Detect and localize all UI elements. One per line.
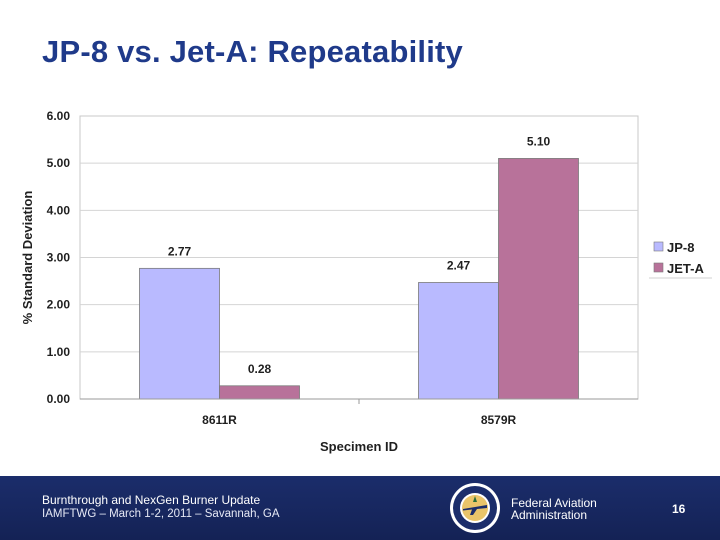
footer-subtitle: IAMFTWG – March 1-2, 2011 – Savannah, GA (42, 508, 280, 520)
agency-line-2: Administration (511, 508, 588, 522)
legend-label: JP-8 (667, 240, 694, 255)
y-tick-label: 5.00 (47, 156, 71, 170)
bar-jp-8-8611r (139, 267, 220, 400)
data-label: 2.77 (168, 244, 192, 258)
data-label: 5.10 (527, 134, 551, 148)
agency-line-1: Federal Aviation (511, 496, 597, 510)
agency-name: Federal Aviation Administration (511, 497, 597, 521)
data-label: 2.47 (447, 258, 471, 272)
footer-title: Burnthrough and NexGen Burner Update (42, 493, 261, 507)
bar-jp-8-8579r (418, 282, 499, 400)
y-tick-label: 2.00 (47, 298, 71, 312)
bar-jet-a-8611r (219, 385, 300, 400)
x-tick-label: 8611R (202, 413, 237, 427)
bar-chart: 0.00 1.00 2.00 3.00 4.00 5.00 6.00 % Standard D… (20, 109, 712, 454)
y-tick-label: 0.00 (47, 392, 71, 406)
slide-title: JP-8 vs. Jet-A: Repeatability (42, 34, 464, 69)
legend-swatch-jp-8 (653, 241, 664, 252)
y-tick-label: 6.00 (47, 109, 71, 123)
y-tick-label: 4.00 (47, 203, 71, 217)
footer-bar: Burnthrough and NexGen Burner Update IAM… (0, 476, 720, 540)
page-number: 16 (672, 502, 686, 516)
x-axis-title: Specimen ID (320, 439, 398, 454)
data-label: 0.28 (248, 362, 272, 376)
x-tick-label: 8579R (481, 413, 517, 427)
bar-jet-a-8579r (498, 158, 579, 400)
y-tick-label: 3.00 (47, 251, 71, 265)
y-axis-title: % Standard Deviation (20, 191, 35, 325)
y-tick-label: 1.00 (47, 345, 71, 359)
faa-seal-icon (450, 483, 500, 533)
legend-swatch-jet-a (653, 262, 664, 273)
legend-label: JET-A (667, 261, 704, 276)
